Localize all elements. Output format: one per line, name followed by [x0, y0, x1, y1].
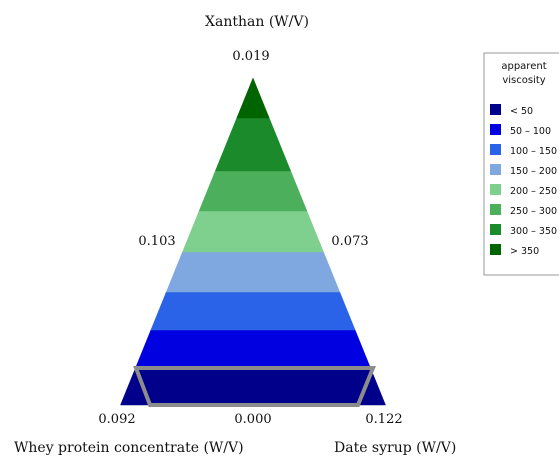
- bottom-left-vertex-value: 0.092: [98, 412, 135, 427]
- legend-swatch-4: [490, 164, 501, 175]
- legend-label-5: 200 – 250: [510, 186, 557, 197]
- legend-label-3: 100 – 150: [510, 146, 557, 157]
- legend-swatch-3: [490, 144, 501, 155]
- legend: apparent viscosity < 50 50 – 100 100 – 150…: [483, 52, 559, 276]
- legend-label-4: 150 – 200: [510, 166, 557, 177]
- contour-band-5: [182, 210, 324, 253]
- contour-band-7: [214, 117, 292, 172]
- legend-label-1: < 50: [510, 106, 533, 117]
- legend-swatch-5: [490, 184, 501, 195]
- legend-swatch-7: [490, 224, 501, 235]
- legend-label-6: 250 – 300: [510, 206, 557, 217]
- legend-title-line1: apparent: [501, 61, 546, 72]
- legend-swatch-8: [490, 244, 501, 255]
- legend-swatch-6: [490, 204, 501, 215]
- contour-band-1: [120, 367, 386, 406]
- right-edge-value: 0.073: [331, 234, 368, 249]
- contour-band-2: [135, 329, 371, 369]
- bottom-edge-value: 0.000: [234, 412, 271, 427]
- left-edge-value: 0.103: [138, 234, 175, 249]
- legend-label-2: 50 – 100: [510, 126, 551, 137]
- legend-label-7: 300 – 350: [510, 226, 557, 237]
- bottom-right-vertex-label: Date syrup (W/V): [334, 440, 456, 456]
- contour-bands: [120, 77, 386, 406]
- legend-swatch-2: [490, 124, 501, 135]
- bottom-left-vertex-label: Whey protein concentrate (W/V): [14, 440, 244, 456]
- contour-band-8: [236, 77, 270, 119]
- contour-band-6: [198, 170, 308, 212]
- legend-label-8: > 350: [510, 246, 539, 257]
- legend-swatch-1: [490, 104, 501, 115]
- top-vertex-value: 0.019: [232, 49, 269, 64]
- legend-title-line2: viscosity: [502, 75, 545, 86]
- top-vertex-label: Xanthan (W/V): [205, 14, 309, 30]
- feasible-region-outline: [133, 366, 376, 407]
- contour-band-3: [150, 291, 356, 331]
- bottom-right-vertex-value: 0.122: [365, 412, 402, 427]
- contour-band-4: [165, 251, 341, 293]
